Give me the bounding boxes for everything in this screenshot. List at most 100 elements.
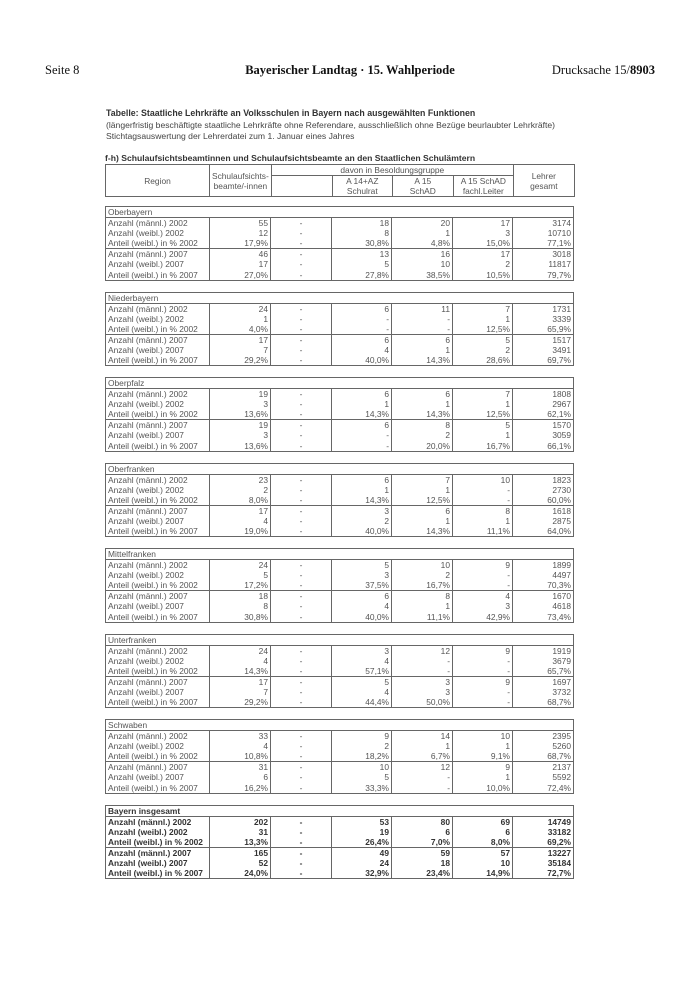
table-cell: 12 bbox=[391, 645, 453, 656]
table-cell: 19 bbox=[331, 826, 392, 837]
table-cell: - bbox=[270, 313, 332, 324]
row-label: Anzahl (weibl.) 2007 bbox=[105, 430, 210, 441]
table-cell: 6 bbox=[331, 303, 392, 314]
table-cell: 33,3% bbox=[331, 782, 392, 794]
table-cell: 55 bbox=[209, 217, 271, 229]
table-cell: 1570 bbox=[512, 419, 574, 431]
table-cell: 7 bbox=[452, 388, 513, 400]
row-label: Anteil (weibl.) in % 2007 bbox=[105, 868, 210, 880]
table-row: Anzahl (männl.) 2007 17-3 6 8 1618 bbox=[105, 504, 574, 516]
table-cell: 14,3% bbox=[209, 665, 271, 677]
table-cell: 7 bbox=[391, 474, 453, 485]
table-cell: 19 bbox=[209, 388, 271, 400]
table-cell: 31 bbox=[209, 761, 271, 773]
row-label: Anzahl (weibl.) 2007 bbox=[105, 686, 210, 698]
table-cell: 20,0% bbox=[391, 440, 453, 452]
table-cell: - bbox=[270, 409, 332, 420]
table-cell: 4 bbox=[331, 344, 392, 356]
row-label: Anteil (weibl.) in % 2002 bbox=[105, 323, 210, 335]
table-cell: 23,4% bbox=[391, 868, 453, 880]
table-cell: 3 bbox=[391, 675, 453, 687]
table-cell: 4 bbox=[209, 515, 271, 527]
table-cell: 3 bbox=[331, 570, 392, 581]
table-cell: - bbox=[270, 697, 332, 709]
row-label: Anteil (weibl.) in % 2002 bbox=[105, 238, 210, 249]
table-cell: 14749 bbox=[512, 816, 574, 827]
header-a15-leiter-line2: fachl.Leiter bbox=[462, 186, 504, 196]
table-cell: 1670 bbox=[512, 590, 574, 602]
header-a15-leiter-line1: A 15 SchAD bbox=[460, 176, 506, 187]
table-cell: 3 bbox=[452, 601, 513, 612]
table-cell: 38,5% bbox=[391, 269, 453, 281]
region-name: Schwaben bbox=[105, 718, 574, 732]
table-cell: 2 bbox=[391, 570, 453, 581]
table-cell: 12 bbox=[391, 761, 453, 773]
publication-title: Bayerischer Landtag · 15. Wahlperiode bbox=[0, 63, 700, 78]
table-cell: 13,3% bbox=[209, 836, 271, 848]
table-cell: - bbox=[270, 526, 332, 538]
table-cell: 40,0% bbox=[331, 611, 392, 623]
table-row: Anzahl (männl.) 2007 46-13 16 17 3018 bbox=[105, 248, 574, 260]
table-cell: 1 bbox=[452, 741, 513, 752]
table-row: Anzahl (weibl.) 2007 7-4 3-3732 bbox=[105, 686, 574, 698]
table-cell: - bbox=[270, 816, 332, 827]
table-cell: 24 bbox=[209, 559, 271, 571]
table-cell: 11817 bbox=[512, 259, 574, 270]
table-cell: - bbox=[452, 655, 513, 666]
row-label: Anzahl (männl.) 2007 bbox=[105, 333, 210, 345]
table-cell: 19 bbox=[209, 419, 271, 431]
table-cell: 12,5% bbox=[452, 323, 513, 335]
table-cell: - bbox=[270, 826, 332, 837]
table-cell: 3 bbox=[209, 430, 271, 441]
table-cell: - bbox=[452, 665, 513, 677]
table-cell: 1 bbox=[452, 430, 513, 441]
table-cell: 17,9% bbox=[209, 238, 271, 249]
table-cell: 8 bbox=[391, 590, 453, 602]
header-a15-leiter: A 15 SchAD fachl.Leiter bbox=[452, 175, 514, 197]
table-cell: - bbox=[270, 601, 332, 612]
table-row: Anzahl (männl.) 2002 19-6 6 7 1808 bbox=[105, 388, 574, 400]
table-cell: 10 bbox=[452, 730, 513, 742]
table-cell: - bbox=[452, 484, 513, 495]
table-cell: 8,0% bbox=[209, 494, 271, 506]
table-cell: - bbox=[331, 440, 392, 452]
table-cell: 37,5% bbox=[331, 580, 392, 591]
table-subtitle: (längerfristig beschäftigte staatliche L… bbox=[106, 120, 556, 130]
table-row: Anzahl (männl.) 2007 31-10 12 9 2137 bbox=[105, 761, 574, 773]
table-cell: 2 bbox=[391, 430, 453, 441]
table-cell: 2967 bbox=[512, 399, 574, 410]
table-row: Anzahl (männl.) 2007 17-5 3 9 1697 bbox=[105, 675, 574, 687]
table-cell: 1731 bbox=[512, 303, 574, 314]
table-cell: 14,3% bbox=[391, 409, 453, 420]
table-cell: 65,9% bbox=[512, 323, 574, 335]
region-name: Oberpfalz bbox=[105, 376, 574, 390]
row-label: Anzahl (weibl.) 2007 bbox=[105, 344, 210, 356]
table-cell: - bbox=[270, 836, 332, 848]
table-cell: 6 bbox=[331, 333, 392, 345]
table-cell: 14,3% bbox=[331, 409, 392, 420]
table-cell: 19,0% bbox=[209, 526, 271, 538]
region-table: Schwaben Anzahl (männl.) 2002 33-9 14 10 2395… bbox=[105, 718, 574, 794]
table-cell: 1 bbox=[331, 484, 392, 495]
table-cell: 12 bbox=[209, 228, 271, 239]
table-cell: 1 bbox=[391, 228, 453, 239]
row-label: Anteil (weibl.) in % 2002 bbox=[105, 751, 210, 762]
table-cell: 5 bbox=[331, 772, 392, 783]
table-cell: 14,3% bbox=[391, 355, 453, 367]
header-a14-line1: A 14+AZ bbox=[346, 176, 379, 187]
table-cell: 40,0% bbox=[331, 355, 392, 367]
table-cell: - bbox=[452, 686, 513, 698]
row-label: Anteil (weibl.) in % 2007 bbox=[105, 697, 210, 709]
table-cell: 16,7% bbox=[452, 440, 513, 452]
table-cell: 11,1% bbox=[452, 526, 513, 538]
table-cell: 30,8% bbox=[209, 611, 271, 623]
page-number: Seite 8 bbox=[45, 63, 80, 77]
table-cell: 3491 bbox=[512, 344, 574, 356]
table-cell: 35184 bbox=[512, 857, 574, 869]
header-lehrer: Lehrer gesamt bbox=[512, 164, 575, 197]
table-cell: 9 bbox=[452, 675, 513, 687]
table-row: Anzahl (männl.) 2002 55-18 20 17 3174 bbox=[105, 217, 574, 229]
table-cell: - bbox=[270, 761, 332, 773]
table-cell: - bbox=[270, 645, 332, 656]
table-cell: 1 bbox=[391, 741, 453, 752]
